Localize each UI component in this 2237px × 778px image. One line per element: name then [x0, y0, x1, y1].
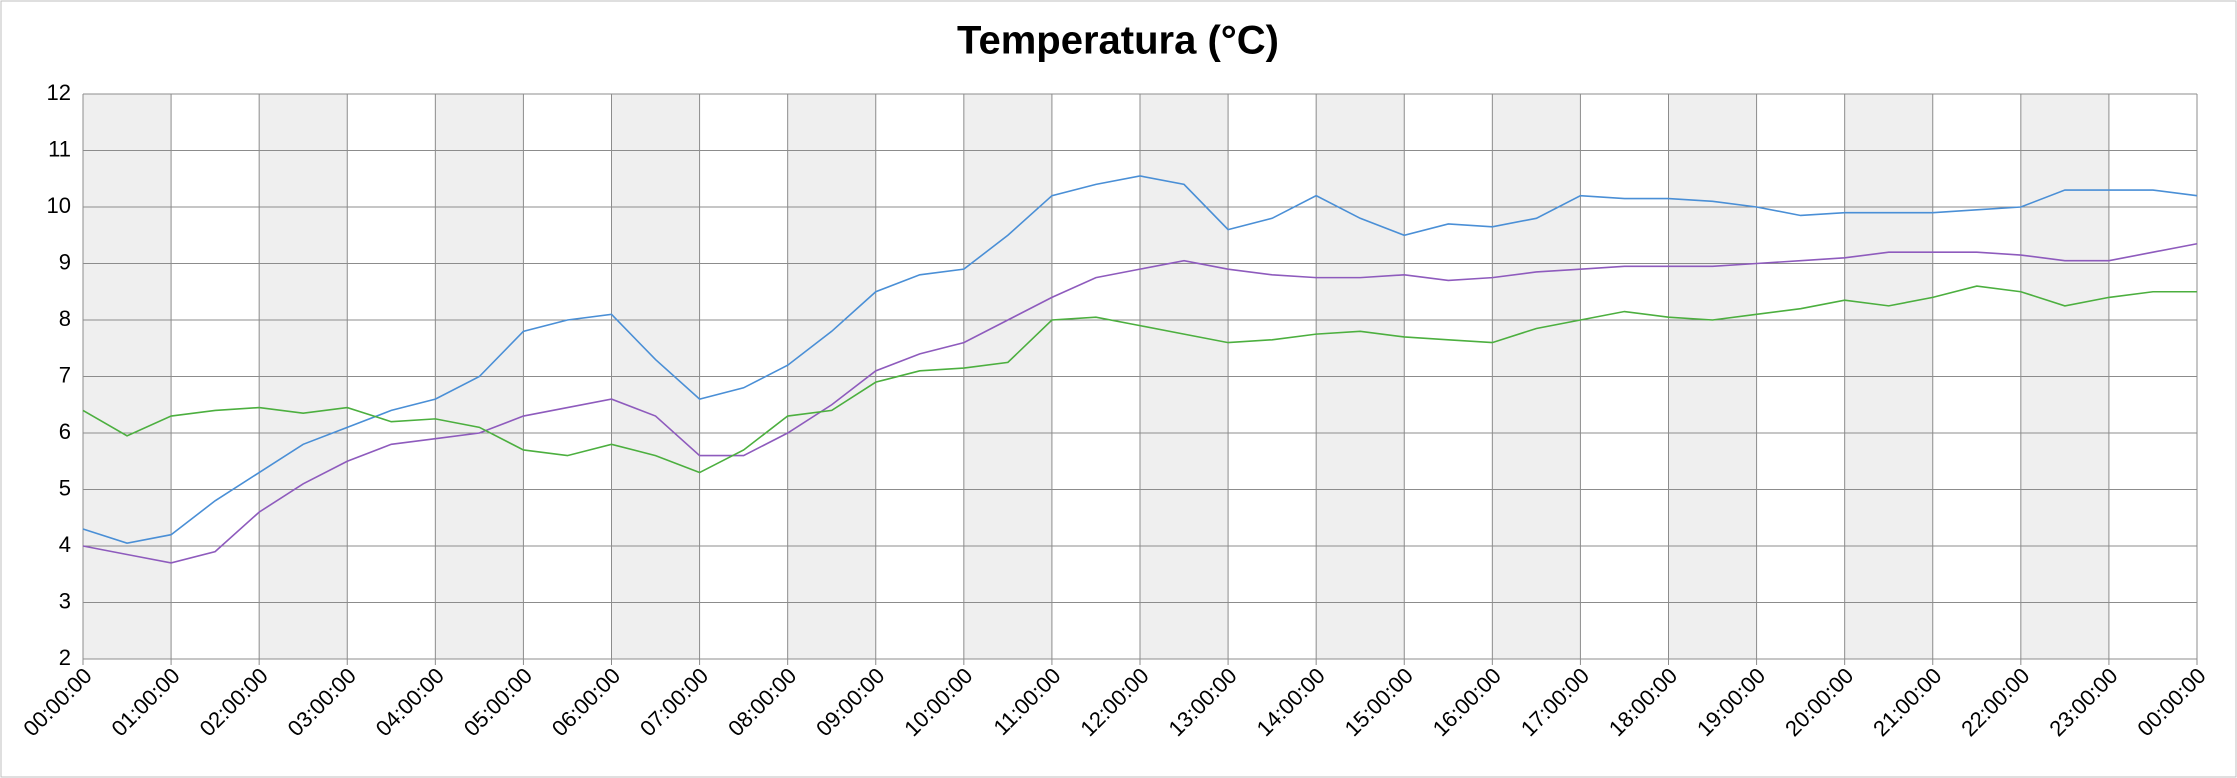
- y-tick-label: 3: [59, 588, 71, 613]
- y-tick-label: 11: [48, 136, 71, 161]
- line-series: [82, 242, 2198, 564]
- y-tick-label: 10: [47, 193, 71, 218]
- line-series: [82, 175, 2198, 544]
- y-tick-label: 8: [59, 306, 71, 331]
- y-tick-label: 4: [59, 532, 71, 557]
- y-tick-label: 7: [59, 362, 71, 387]
- y-tick-label: 6: [59, 419, 71, 444]
- y-tick-label: 9: [59, 249, 71, 274]
- y-tick-label: 2: [59, 645, 71, 670]
- y-tick-label: 5: [59, 475, 71, 500]
- line-series: [82, 285, 2197, 474]
- chart-title: Temperatura (°C): [957, 19, 1279, 63]
- y-tick-label: 12: [47, 80, 71, 105]
